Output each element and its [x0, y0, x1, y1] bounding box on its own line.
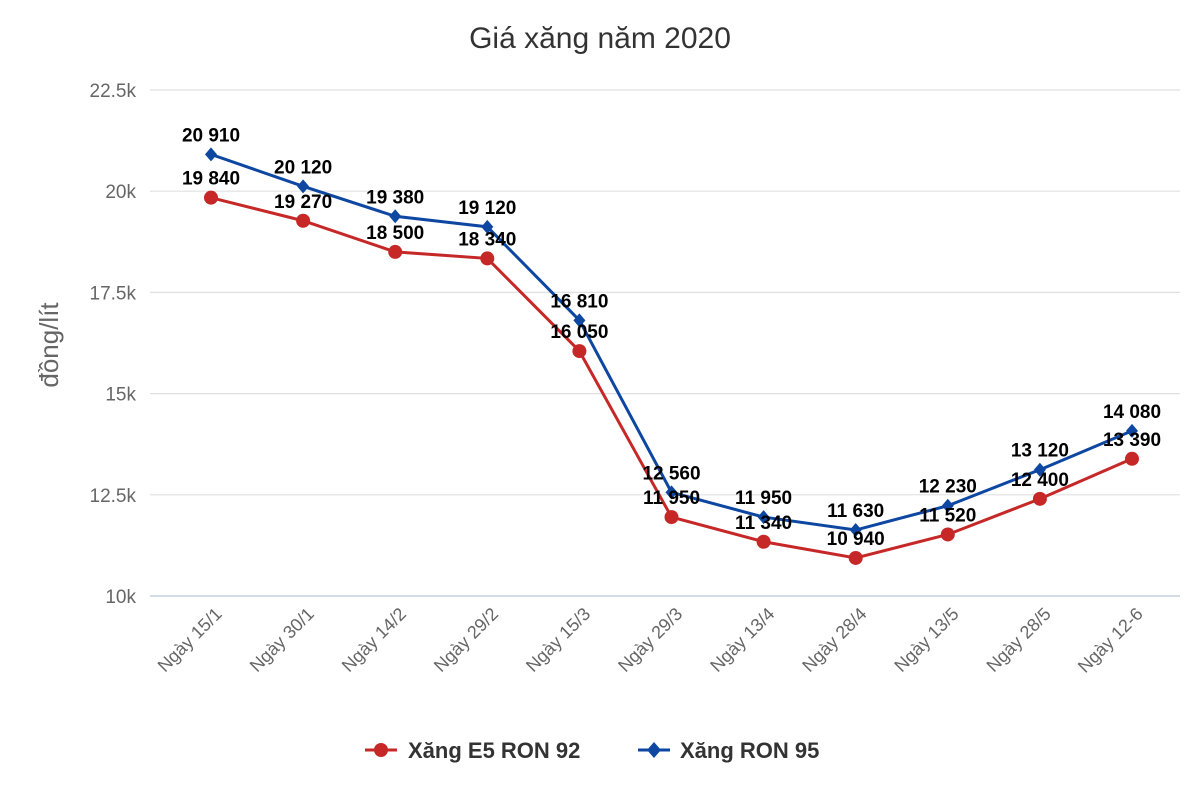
- data-label: 11 340: [735, 513, 792, 534]
- data-label: 11 630: [827, 501, 884, 522]
- data-point: [1125, 451, 1139, 466]
- data-point: [848, 550, 863, 565]
- y-tick-label: 10k: [105, 587, 136, 608]
- x-tick-label: Ngày 28/4: [798, 604, 870, 676]
- y-axis-label: đồng/lít: [34, 302, 64, 388]
- data-point: [388, 244, 403, 259]
- data-label: 11 950: [643, 488, 700, 509]
- data-label: 14 080: [1103, 402, 1161, 423]
- data-point: [573, 313, 586, 328]
- data-point: [1033, 462, 1046, 477]
- data-label: 18 500: [366, 223, 424, 244]
- data-point: [664, 510, 679, 525]
- data-label: 12 400: [1011, 470, 1069, 491]
- data-point: [296, 213, 311, 228]
- data-label: 20 910: [182, 125, 240, 146]
- chart-title: Giá xăng năm 2020: [469, 22, 731, 55]
- data-point: [940, 527, 955, 542]
- data-point: [849, 523, 862, 538]
- data-point: [389, 209, 402, 224]
- data-label: 16 810: [550, 291, 608, 312]
- data-label: 13 390: [1103, 430, 1161, 451]
- data-label: 18 340: [458, 229, 516, 250]
- legend-marker: [374, 743, 388, 757]
- data-label: 19 120: [458, 198, 516, 219]
- data-point: [1126, 423, 1138, 438]
- data-point: [665, 485, 678, 500]
- y-tick-label: 15k: [105, 385, 136, 406]
- data-point: [756, 534, 771, 549]
- legend-marker: [647, 742, 661, 758]
- data-point: [205, 147, 217, 162]
- x-tick-label: Ngày 30/1: [246, 604, 318, 676]
- x-tick-label: Ngày 29/2: [430, 604, 502, 676]
- y-tick-label: 12.5k: [90, 486, 137, 507]
- data-label: 20 120: [274, 157, 332, 178]
- data-point: [480, 251, 495, 266]
- data-point: [481, 219, 494, 234]
- data-label: 10 940: [827, 529, 885, 550]
- data-point: [297, 179, 310, 194]
- data-label: 12 230: [919, 477, 977, 498]
- x-tick-label: Ngày 29/3: [614, 604, 686, 676]
- data-label: 11 520: [919, 505, 976, 526]
- x-tick-label: Ngày 28/5: [983, 604, 1055, 676]
- y-tick-label: 22.5k: [90, 81, 137, 102]
- data-label: 19 270: [274, 192, 332, 213]
- y-tick-label: 20k: [105, 182, 136, 203]
- y-tick-label: 17.5k: [90, 283, 137, 304]
- data-label: 13 120: [1011, 441, 1069, 462]
- x-tick-label: Ngày 15/1: [154, 604, 226, 676]
- data-label: 19 380: [366, 187, 424, 208]
- legend-label[interactable]: Xăng E5 RON 92: [408, 738, 580, 763]
- data-point: [941, 498, 954, 513]
- data-point: [757, 510, 770, 525]
- data-label: 12 560: [642, 463, 700, 484]
- x-tick-label: Ngày 15/3: [522, 604, 594, 676]
- legend-label[interactable]: Xăng RON 95: [680, 738, 819, 763]
- data-point: [1032, 491, 1047, 506]
- data-point: [572, 344, 587, 359]
- data-label: 19 840: [182, 169, 240, 190]
- data-point: [204, 190, 218, 205]
- x-tick-label: Ngày 14/2: [338, 604, 410, 676]
- x-tick-label: Ngày 13/5: [890, 604, 962, 676]
- x-tick-label: Ngày 12-6: [1074, 604, 1147, 677]
- data-label: 11 950: [735, 488, 792, 509]
- data-label: 16 050: [550, 322, 608, 343]
- x-tick-label: Ngày 13/4: [706, 604, 778, 676]
